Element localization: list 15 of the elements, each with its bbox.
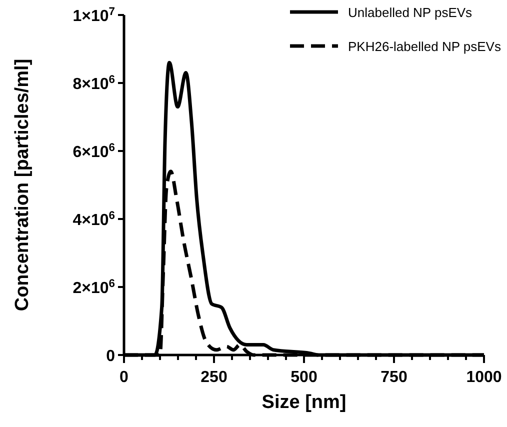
legend-label: PKH26-labelled NP psEVs bbox=[348, 39, 502, 54]
x-tick-label: 1000 bbox=[466, 369, 502, 386]
legend-label: Unlabelled NP psEVs bbox=[348, 5, 473, 20]
y-tick-label: 6×10$^{6}$ bbox=[72, 142, 115, 161]
y-tick-label: 0 bbox=[106, 348, 116, 365]
y-tick-label: 1×10$^{7}$ bbox=[72, 6, 115, 25]
x-tick-label: 750 bbox=[380, 369, 408, 386]
y-tick-label: 8×10$^{6}$ bbox=[72, 74, 115, 93]
x-tick-label: 0 bbox=[120, 369, 129, 386]
y-tick-label: 4×10$^{6}$ bbox=[72, 210, 115, 229]
y-axis-title: Concentration [particles/ml] bbox=[12, 58, 33, 312]
x-tick-label: 500 bbox=[290, 369, 318, 386]
y-tick-label: 2×10$^{6}$ bbox=[72, 278, 115, 297]
x-axis-title: Size [nm] bbox=[262, 392, 346, 413]
x-tick-label: 250 bbox=[200, 369, 228, 386]
